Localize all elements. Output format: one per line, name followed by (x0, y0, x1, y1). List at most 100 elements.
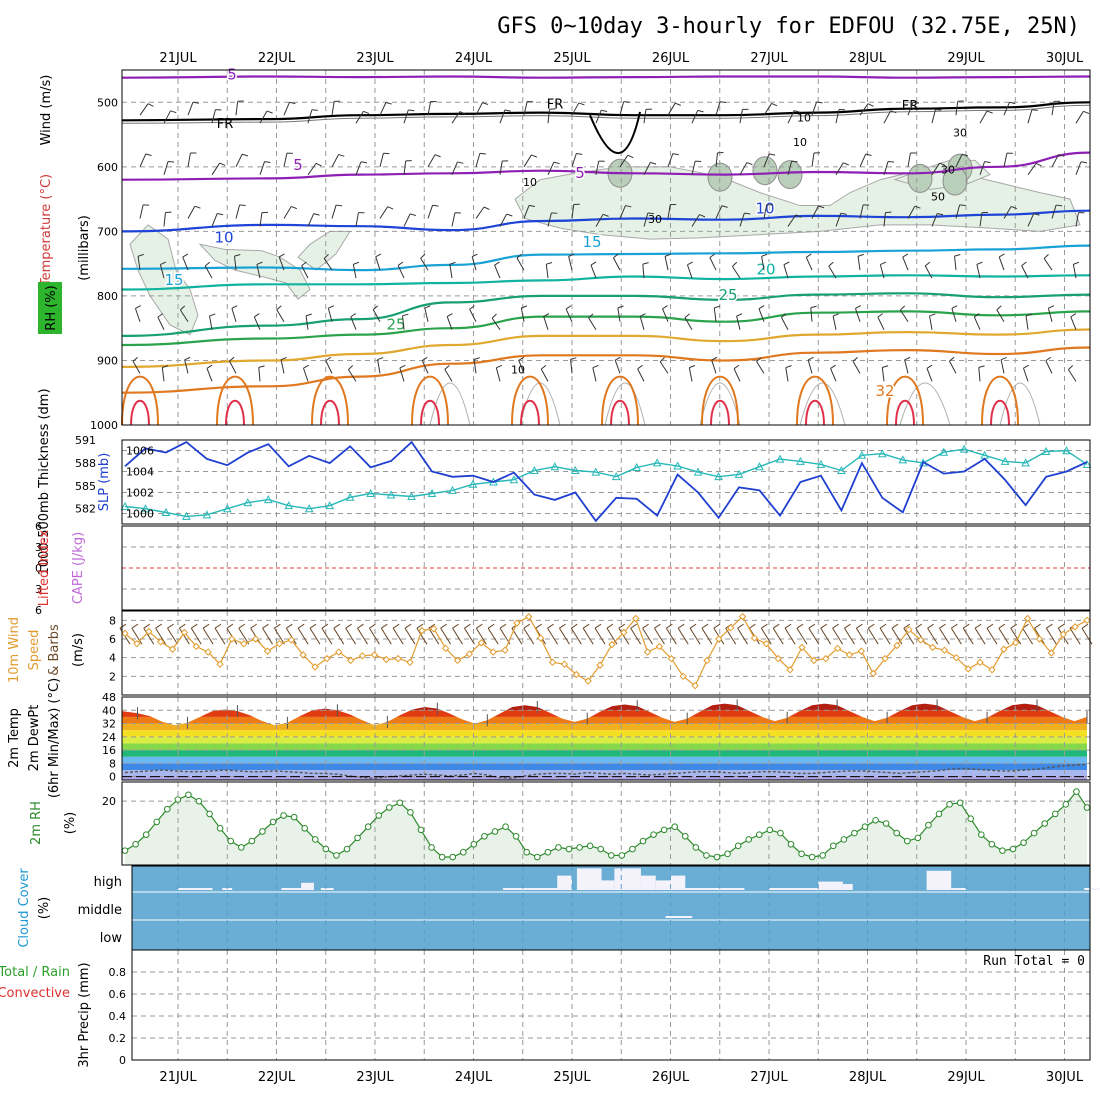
relative-humidity-panel: 20 2m RH (%) (29, 781, 1091, 866)
high-cloud-bar (527, 888, 558, 890)
wind-barb (614, 356, 621, 361)
wind-speed-marker (263, 647, 272, 655)
wind-barb (758, 305, 765, 310)
wind-barb (202, 623, 210, 629)
temperature-color-band (122, 723, 1087, 731)
wind-speed-marker (1083, 616, 1091, 625)
wind-barb (285, 623, 293, 629)
temperature-tick-label: 16 (102, 744, 116, 757)
wind-barb (1021, 261, 1027, 267)
wind-barb (855, 305, 861, 309)
wind-barb (998, 256, 1005, 271)
wind-barb (375, 256, 381, 271)
wind-barb (518, 356, 525, 361)
wind-barb (428, 627, 440, 645)
wind-speed-marker (940, 646, 949, 654)
precip-legend-total: Total / Rain (0, 965, 70, 980)
wind-barb (721, 205, 728, 208)
wind-barb (119, 623, 127, 629)
wind-barb (1021, 265, 1029, 279)
rh-marker (533, 853, 541, 861)
wind-barb (192, 101, 199, 104)
wind-barb (182, 256, 189, 271)
isotherm-line (130, 399, 150, 426)
wind-barb (796, 623, 804, 629)
wind-speed-marker (525, 612, 533, 621)
thickness-marker (1082, 459, 1092, 468)
wind-barb (654, 623, 661, 629)
wind-barb (787, 110, 795, 124)
wind-barb (713, 307, 717, 322)
high-cloud-bar (320, 888, 334, 890)
rh-marker (1030, 829, 1038, 837)
wind-barb (736, 313, 743, 317)
wind-barb (595, 160, 600, 175)
wind-barb (701, 623, 709, 629)
wind-barb (338, 153, 345, 157)
wind-barb (955, 154, 963, 168)
rh-axis-label: 2m RH (29, 801, 44, 845)
wind-barb (420, 257, 429, 271)
wind-barb (746, 162, 753, 166)
wind-barb (451, 161, 458, 176)
rh-marker (502, 823, 509, 830)
wind-speed-marker (121, 629, 129, 638)
wind-barb (744, 212, 751, 215)
wind-speed-marker (536, 634, 545, 642)
wind-barb (553, 161, 560, 165)
high-cloud-bar (614, 868, 641, 890)
rh-marker (385, 804, 393, 811)
wind-barb (521, 305, 528, 309)
wind-speed-marker (643, 648, 652, 656)
wind-barb (321, 623, 329, 629)
wind-barb (688, 367, 693, 382)
isotherm-line (121, 328, 1091, 368)
wind-barb (1010, 627, 1022, 645)
wind-barb (565, 305, 572, 310)
rh-axis-label: RH (%) (44, 285, 59, 330)
wind-barb (531, 154, 538, 158)
wind-speed-line (124, 615, 1088, 687)
wind-barb (659, 361, 669, 374)
wind-speed-marker (180, 628, 189, 637)
wind-barb (1027, 213, 1035, 227)
wind-barb (226, 623, 234, 629)
wind-speed-marker (762, 639, 771, 648)
wind-barb (654, 627, 665, 645)
wind-barb (523, 623, 531, 629)
wind-speed-marker (501, 646, 509, 654)
high-cloud-bar (769, 888, 819, 890)
wind-speed-marker (489, 648, 497, 656)
freezing-level-line (589, 111, 641, 155)
wind-barb (793, 110, 801, 113)
wind-barb (163, 110, 172, 124)
high-cloud-bar (601, 880, 615, 890)
thickness-marker (837, 465, 846, 475)
wind-barb (504, 109, 511, 112)
wind-speed-marker (394, 654, 402, 663)
wind-barb (1010, 623, 1018, 629)
wind-barb (545, 264, 549, 279)
wind-barb (397, 265, 405, 279)
rh-marker (259, 828, 266, 835)
wind-barb (899, 309, 909, 322)
wind-barb (182, 253, 189, 258)
date-label-bottom: 25JUL (553, 1070, 591, 1085)
isotherm-line (610, 399, 630, 426)
wind-barb (475, 102, 483, 116)
wind-speed-marker (881, 654, 889, 663)
wind-barb (283, 102, 290, 116)
temperature-color-band (122, 750, 1087, 757)
wind-barb (427, 154, 436, 168)
wind-barb (763, 204, 768, 219)
wind-barb (828, 261, 834, 267)
wind-barb (627, 154, 634, 159)
wind-barb (238, 627, 250, 645)
wind-barb (494, 261, 500, 266)
rh-marker (364, 823, 372, 830)
wind-barb (416, 623, 424, 629)
wind-barb (931, 162, 941, 176)
wind-axis-label: 10m Wind (7, 617, 22, 683)
